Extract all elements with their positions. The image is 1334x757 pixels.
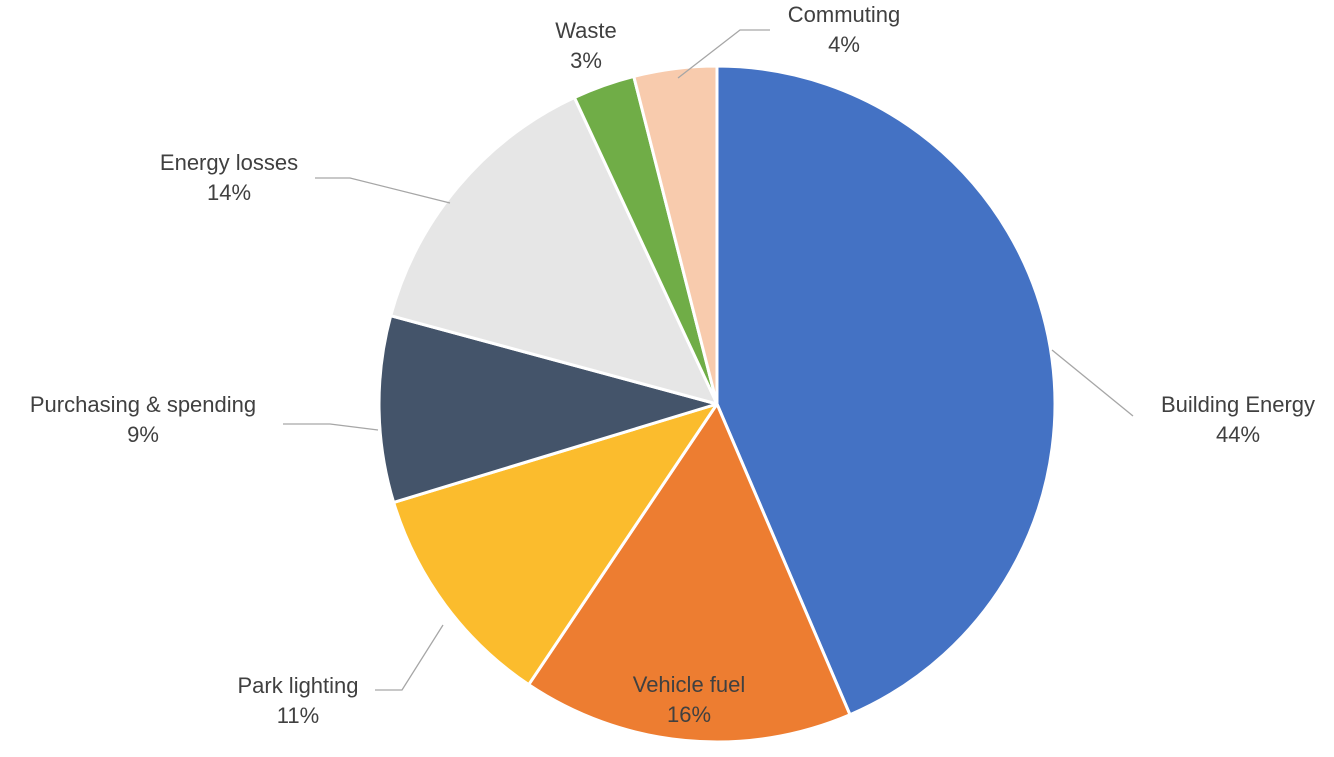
slice-category-label: Commuting [788, 2, 900, 27]
slice-labels: Building Energy 44% Vehicle fuel 16% Park li… [30, 2, 1315, 728]
slice-value-label: 9% [127, 422, 159, 447]
slice-value-label: 3% [570, 48, 602, 73]
leader-lines [283, 29, 1134, 691]
slice-category-label: Vehicle fuel [633, 672, 746, 697]
pie-slice-vehicle-fuel [527, 402, 852, 744]
leader-line [315, 177, 451, 204]
slice-category-label: Waste [555, 18, 617, 43]
leader-line [283, 423, 379, 431]
pie-slice-commuting [632, 64, 719, 406]
slice-category-label: Building Energy [1161, 392, 1315, 417]
leader-line [1051, 349, 1134, 417]
pie-slice-building-energy [715, 64, 1057, 717]
slice-value-label: 16% [667, 702, 711, 727]
leader-line [677, 29, 770, 79]
slice-value-label: 14% [207, 180, 251, 205]
slice-category-label: Energy losses [160, 150, 298, 175]
pie-slice-energy-losses [389, 96, 719, 406]
slice-category-label: Purchasing & spending [30, 392, 256, 417]
pie-slice-park-lighting [392, 402, 719, 687]
pie-slice-purchasing-spending [377, 314, 719, 504]
slice-value-label: 4% [828, 32, 860, 57]
pie-slices [377, 64, 1057, 744]
slice-category-label: Park lighting [237, 673, 358, 698]
slice-value-label: 44% [1216, 422, 1260, 447]
leader-line [375, 624, 444, 691]
slice-value-label: 11% [277, 703, 319, 728]
